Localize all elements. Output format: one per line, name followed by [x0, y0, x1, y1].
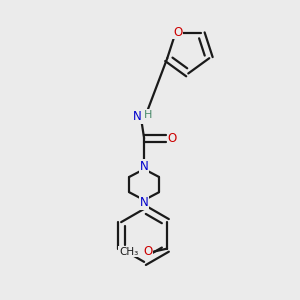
Text: N: N [140, 160, 148, 173]
Text: N: N [133, 110, 142, 123]
Text: O: O [143, 245, 152, 258]
Text: CH₃: CH₃ [119, 247, 138, 256]
Text: O: O [167, 132, 177, 145]
Text: O: O [173, 26, 182, 38]
Text: H: H [144, 110, 152, 120]
Text: N: N [140, 196, 148, 209]
